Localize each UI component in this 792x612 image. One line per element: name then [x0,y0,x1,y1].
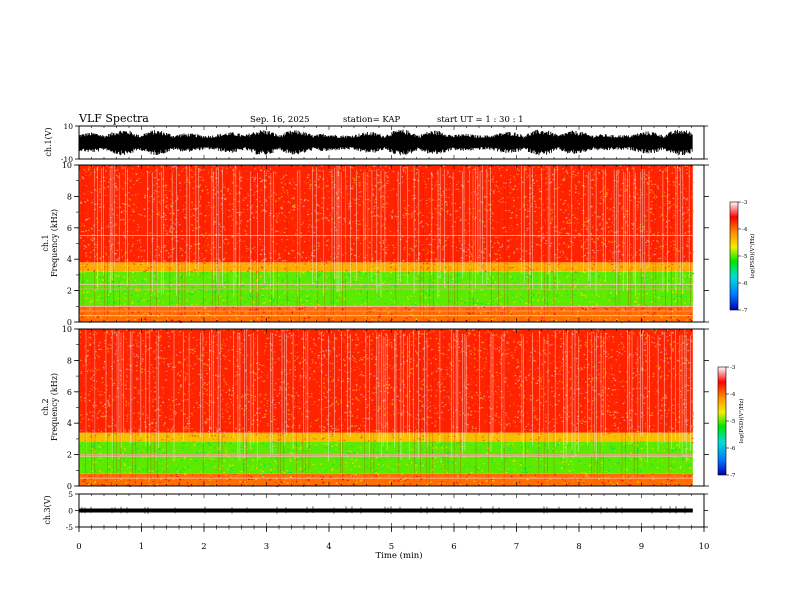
time-axis-tick-label: 4 [326,542,331,552]
ch2-spectrogram-panel: ch.2 Frequency (kHz) log(PSD)(V²/Hz) 0 2 4… [41,325,745,491]
ch1-spec-dark-streaks [79,165,691,322]
ch1-wave-ytick-label: -10 [61,155,73,164]
ch2-spec-band-2 [79,432,693,442]
ch1-spec-ytick-label: 2 [67,287,72,296]
time-axis-tick-label: 3 [264,542,269,552]
ch1-spec-ytick-label: 10 [62,161,72,170]
ch2-spec-band-1 [79,442,693,474]
ch3-waveform-trace [79,508,693,513]
ch3-wave-ytick-label: -5 [66,523,74,532]
chart-title: VLF Spectra [79,112,149,125]
ch2-spec-colorbar-tick-label: -3 [730,365,736,371]
ch1-spec-band-2 [79,262,693,272]
ch1-spec-colorbar-tick-label: -6 [742,281,748,287]
time-axis-tick-label: 7 [514,542,519,552]
ch1-spec-colorbar-tick-label: -5 [742,254,748,260]
ch3-waveform-spikes [81,506,686,514]
time-axis-tick-label: 1 [139,542,144,552]
ch1-frequency-ylabel: Frequency (kHz) [50,209,59,277]
ch1-spec-colorbar-tick-label: -4 [742,227,748,233]
time-axis-label: Time (min) [375,550,422,561]
ch1-spec-band-3-texture-a [79,165,694,264]
ch2-spec-colorbar-tick-label: -6 [730,446,736,452]
time-axis-tick-label: 8 [576,542,581,552]
ch1-spec-ytick-label: 6 [67,224,72,233]
ch2-spec-colorbar-tick-label: -4 [730,392,736,398]
time-axis-tick-label: 2 [201,542,206,552]
ch2-spec-band-1-texture-b [79,442,694,475]
time-axis-tick-label: 6 [451,542,456,552]
ch3-wave-ytick-label: 5 [68,490,73,499]
ch1-channel-label: ch.1 [41,234,50,251]
ch1-colorbar-label: log(PSD)(V²/Hz) [749,234,756,279]
date-label: Sep. 16, 2025 [250,115,310,125]
ch1-waveform-trace [78,129,693,156]
ch2-spec-band-3 [79,329,693,433]
ch1-spec-ytick-label: 8 [67,192,72,201]
ch2-spec-colorbar-tick-label: -7 [730,473,736,479]
ch1-spec-colorbar-tick-label: -3 [742,200,748,206]
ch1-spec-ytick-label: 4 [67,255,72,264]
ch1-waveform-panel: ch.1(V) 10 -10 [44,122,708,164]
ch2-spec-ytick-label: 0 [67,482,72,491]
ch2-spec-band-0 [79,473,693,486]
ch1-spectrogram-panel: ch.1 Frequency (kHz) log(PSD)(V²/Hz) 0 2 4… [41,161,756,327]
ch2-spec-ytick-label: 6 [67,388,72,397]
ch1-spec-colorbar-tick-label: -7 [742,308,748,314]
ch1-spec-band-2-texture-b [80,262,686,273]
ch2-spec-ytick-label: 4 [67,419,72,428]
ch1-wave-ytick-label: 10 [63,122,73,131]
ch1-spec-band-1-texture-b [79,271,695,308]
ch2-colorbar-label: log(PSD)(V²/Hz) [738,399,745,444]
ch1-ylabel: ch.1(V) [44,127,53,156]
ch1-spec-band-0-texture-a [79,306,692,323]
start-time-label: start UT = 1 : 30 : 1 [437,115,524,125]
ch2-frequency-ylabel: Frequency (kHz) [50,373,59,441]
ch2-spec-ytick-label: 2 [67,451,72,460]
time-axis-tick-label: 9 [639,542,644,552]
ch2-spec-ytick-label: 8 [67,356,72,365]
ch2-spec-dark-streaks [85,329,670,486]
ch3-wave-ytick-label: 0 [68,507,73,516]
station-label: station= KAP [343,115,401,125]
ch1-spec-ytick-label: 0 [67,318,72,327]
time-axis: Time (min) 0 1 2 3 4 5 6 7 8 9 10 [76,527,709,561]
ch1-spec-band-3 [79,165,693,263]
ch2-spec-ytick-label: 10 [62,325,72,334]
time-axis-tick-label: 0 [76,542,81,552]
ch2-channel-label: ch.2 [41,398,50,415]
ch2-spec-colorbar-tick-label: -5 [730,419,736,425]
ch3-waveform-panel: ch.3(V) 5 0 -5 [43,490,708,532]
time-axis-tick-label: 10 [699,542,710,552]
time-axis-tick-label: 5 [389,542,394,552]
ch3-ylabel: ch.3(V) [43,495,52,524]
ch1-spec-band-0 [79,306,693,322]
